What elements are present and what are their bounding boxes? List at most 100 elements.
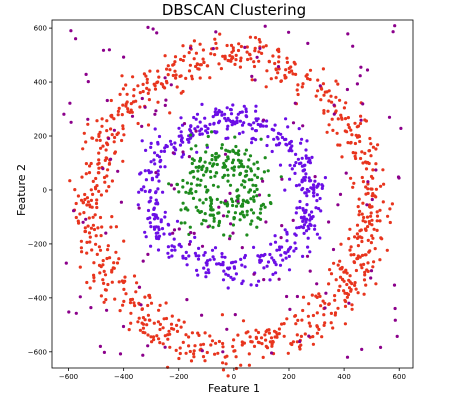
data-point-cluster-0-822 bbox=[369, 142, 373, 146]
data-point-cluster-3-68 bbox=[288, 307, 292, 311]
data-point-cluster-0-633 bbox=[134, 290, 138, 294]
data-point-cluster-1-468 bbox=[229, 120, 233, 124]
data-point-cluster-0-142 bbox=[327, 123, 331, 127]
data-point-cluster-0-20 bbox=[112, 261, 116, 265]
data-point-cluster-0-800 bbox=[122, 280, 126, 285]
data-point-cluster-3-26 bbox=[365, 68, 370, 72]
data-point-cluster-1-466 bbox=[225, 106, 229, 110]
data-point-cluster-0-635 bbox=[301, 82, 305, 86]
data-point-cluster-0-382 bbox=[92, 275, 96, 280]
data-point-cluster-1-59 bbox=[244, 107, 248, 111]
data-point-cluster-0-260 bbox=[355, 236, 360, 240]
data-point-cluster-1-425 bbox=[310, 155, 314, 159]
data-point-cluster-1-392 bbox=[173, 141, 177, 145]
data-point-cluster-1-488 bbox=[172, 237, 176, 241]
data-point-cluster-3-111 bbox=[306, 41, 310, 46]
data-point-cluster-3-27 bbox=[263, 24, 267, 28]
data-point-cluster-2-257 bbox=[190, 191, 194, 195]
data-point-cluster-0-242 bbox=[87, 216, 91, 220]
data-point-cluster-1-493 bbox=[181, 256, 185, 260]
data-point-cluster-0-298 bbox=[370, 223, 374, 227]
data-point-cluster-0-548 bbox=[385, 248, 389, 252]
data-point-cluster-0-587 bbox=[371, 145, 375, 149]
data-point-cluster-0-804 bbox=[128, 110, 132, 114]
x-tick-label: −600 bbox=[59, 373, 78, 381]
data-point-cluster-1-478 bbox=[294, 246, 298, 251]
data-point-cluster-0-682 bbox=[97, 263, 102, 267]
data-point-cluster-1-339 bbox=[215, 262, 219, 266]
data-point-cluster-0-607 bbox=[323, 321, 327, 325]
data-point-cluster-0-176 bbox=[221, 341, 225, 346]
data-point-cluster-2-228 bbox=[206, 188, 210, 192]
data-point-cluster-0-378 bbox=[203, 359, 207, 363]
data-point-cluster-2-182 bbox=[199, 178, 203, 182]
data-point-cluster-2-150 bbox=[211, 183, 216, 187]
data-point-cluster-3-82 bbox=[98, 344, 102, 348]
data-point-cluster-1-431 bbox=[278, 263, 283, 267]
data-point-cluster-0-823 bbox=[85, 240, 89, 244]
data-point-cluster-0-349 bbox=[343, 304, 348, 308]
data-point-cluster-0-400 bbox=[90, 205, 94, 209]
data-point-cluster-2-195 bbox=[204, 150, 208, 154]
data-point-cluster-1-39 bbox=[306, 245, 310, 249]
data-point-cluster-2-54 bbox=[167, 182, 171, 186]
data-point-cluster-0-657 bbox=[352, 181, 356, 185]
data-point-cluster-3-40 bbox=[225, 327, 229, 331]
data-point-cluster-0-691 bbox=[130, 297, 135, 301]
data-point-cluster-0-573 bbox=[120, 138, 124, 143]
data-point-cluster-1-175 bbox=[297, 127, 301, 131]
data-point-cluster-1-319 bbox=[187, 140, 191, 144]
data-point-cluster-0-413 bbox=[209, 52, 213, 56]
data-point-cluster-1-317 bbox=[212, 121, 216, 125]
data-point-cluster-2-76 bbox=[187, 191, 191, 195]
data-point-cluster-0-31 bbox=[350, 303, 354, 307]
data-point-cluster-1-205 bbox=[258, 255, 262, 259]
data-point-cluster-1-276 bbox=[300, 179, 304, 184]
data-point-cluster-2-222 bbox=[189, 147, 193, 151]
data-point-cluster-0-588 bbox=[378, 219, 382, 223]
data-point-cluster-2-65 bbox=[249, 167, 253, 171]
data-point-cluster-0-252 bbox=[308, 68, 313, 72]
data-point-cluster-0-842 bbox=[336, 306, 340, 310]
data-point-cluster-0-579 bbox=[116, 109, 120, 113]
data-point-cluster-1-245 bbox=[179, 116, 183, 120]
data-point-cluster-0-773 bbox=[327, 99, 331, 103]
data-point-cluster-0-277 bbox=[99, 193, 103, 197]
data-point-cluster-0-523 bbox=[370, 194, 374, 198]
data-point-cluster-1-135 bbox=[153, 151, 157, 155]
data-point-cluster-0-75 bbox=[182, 320, 186, 324]
data-point-cluster-2-90 bbox=[266, 169, 270, 173]
data-point-cluster-0-309 bbox=[326, 109, 330, 113]
data-point-cluster-0-692 bbox=[289, 342, 293, 346]
data-point-cluster-1-221 bbox=[314, 206, 318, 210]
data-point-cluster-0-674 bbox=[105, 174, 109, 178]
data-point-cluster-0-340 bbox=[214, 41, 218, 46]
data-point-cluster-1-152 bbox=[154, 198, 158, 202]
data-point-cluster-0-301 bbox=[153, 84, 157, 88]
data-point-cluster-0-809 bbox=[291, 340, 295, 344]
data-point-cluster-3-78 bbox=[262, 278, 266, 282]
data-point-cluster-0-177 bbox=[336, 117, 340, 121]
data-point-cluster-1-188 bbox=[164, 143, 168, 148]
data-point-cluster-1-415 bbox=[143, 169, 147, 173]
data-point-cluster-0-698 bbox=[234, 53, 238, 58]
data-point-cluster-3-110 bbox=[119, 200, 123, 204]
data-point-cluster-3-74 bbox=[140, 96, 144, 101]
data-point-cluster-0-324 bbox=[364, 253, 368, 257]
data-point-cluster-0-216 bbox=[187, 51, 191, 55]
data-point-cluster-0-145 bbox=[102, 281, 106, 285]
data-point-cluster-2-101 bbox=[201, 218, 206, 222]
data-point-cluster-1-322 bbox=[196, 257, 201, 261]
data-point-cluster-0-341 bbox=[122, 299, 126, 303]
data-point-cluster-0-420 bbox=[120, 113, 124, 117]
data-point-cluster-2-48 bbox=[241, 199, 246, 203]
data-point-cluster-0-121 bbox=[136, 320, 140, 324]
data-point-cluster-0-169 bbox=[320, 87, 324, 91]
data-point-cluster-2-192 bbox=[234, 144, 238, 149]
data-point-cluster-0-406 bbox=[361, 219, 365, 223]
data-point-cluster-0-514 bbox=[248, 53, 252, 57]
data-point-cluster-3-41 bbox=[287, 30, 291, 34]
data-point-cluster-0-25 bbox=[88, 235, 92, 239]
data-point-cluster-0-419 bbox=[348, 274, 352, 278]
data-point-cluster-3-142 bbox=[200, 244, 205, 248]
